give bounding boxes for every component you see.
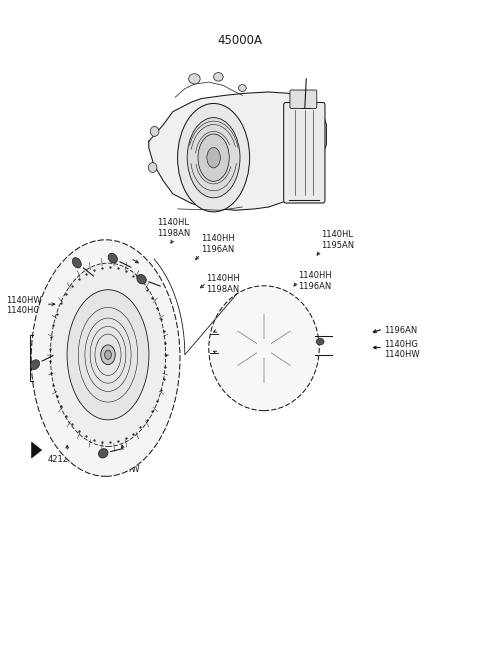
Text: 1196AN: 1196AN bbox=[384, 326, 417, 335]
Ellipse shape bbox=[209, 286, 319, 411]
Text: 1140HH
1196AN: 1140HH 1196AN bbox=[217, 324, 251, 344]
Ellipse shape bbox=[178, 103, 250, 212]
Ellipse shape bbox=[72, 258, 81, 268]
Ellipse shape bbox=[198, 134, 229, 181]
Text: 1140HG
1140HW: 1140HG 1140HW bbox=[384, 340, 420, 359]
Text: 1196AN: 1196AN bbox=[96, 254, 129, 263]
Text: 1140HH
1196AN: 1140HH 1196AN bbox=[201, 234, 234, 254]
Text: 1140HL
1140HW: 1140HL 1140HW bbox=[217, 345, 252, 365]
FancyBboxPatch shape bbox=[290, 90, 317, 108]
Text: 1140HL
1140HW: 1140HL 1140HW bbox=[105, 455, 140, 474]
Ellipse shape bbox=[214, 73, 223, 81]
Ellipse shape bbox=[105, 350, 111, 359]
Ellipse shape bbox=[207, 148, 220, 168]
Ellipse shape bbox=[187, 118, 240, 198]
Ellipse shape bbox=[67, 290, 149, 420]
Ellipse shape bbox=[98, 449, 108, 458]
Ellipse shape bbox=[148, 163, 157, 173]
Ellipse shape bbox=[50, 263, 166, 447]
Ellipse shape bbox=[31, 240, 180, 476]
Ellipse shape bbox=[101, 345, 115, 365]
Ellipse shape bbox=[239, 85, 246, 91]
FancyBboxPatch shape bbox=[284, 102, 325, 203]
Text: 1140HW
1140HG: 1140HW 1140HG bbox=[6, 296, 41, 315]
Ellipse shape bbox=[316, 338, 324, 345]
Text: 1140HL
1195AN: 1140HL 1195AN bbox=[321, 230, 354, 250]
Text: 1140HH
1196AN: 1140HH 1196AN bbox=[298, 271, 331, 291]
Text: 42121B: 42121B bbox=[48, 455, 79, 464]
Text: 1140HL
1198AN: 1140HL 1198AN bbox=[157, 218, 191, 238]
Polygon shape bbox=[149, 92, 326, 210]
Ellipse shape bbox=[150, 126, 159, 137]
Ellipse shape bbox=[30, 360, 39, 369]
Text: 45000A: 45000A bbox=[217, 34, 263, 47]
Ellipse shape bbox=[189, 74, 200, 84]
Text: 1140HH
1198AN: 1140HH 1198AN bbox=[206, 274, 240, 294]
Ellipse shape bbox=[137, 275, 146, 284]
Ellipse shape bbox=[108, 254, 118, 263]
